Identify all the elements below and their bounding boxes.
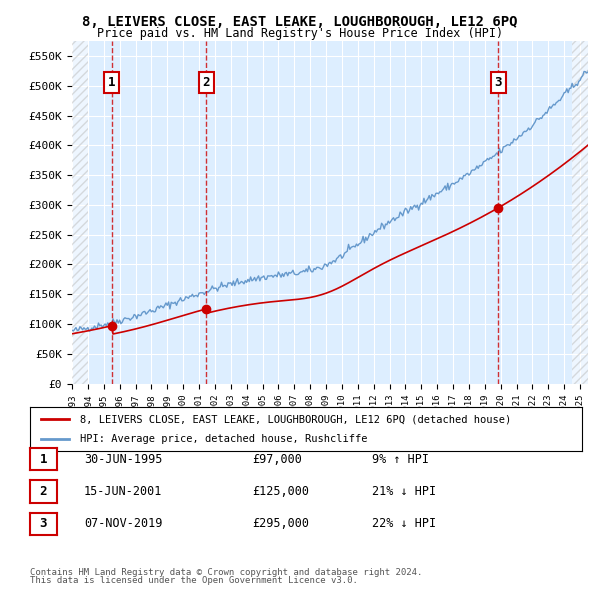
Text: 8, LEIVERS CLOSE, EAST LEAKE, LOUGHBOROUGH, LE12 6PQ (detached house): 8, LEIVERS CLOSE, EAST LEAKE, LOUGHBOROU… [80, 415, 511, 424]
Text: 1: 1 [108, 76, 115, 89]
Text: HPI: Average price, detached house, Rushcliffe: HPI: Average price, detached house, Rush… [80, 434, 367, 444]
Text: 2: 2 [40, 485, 47, 498]
Text: Price paid vs. HM Land Registry's House Price Index (HPI): Price paid vs. HM Land Registry's House … [97, 27, 503, 40]
Text: 3: 3 [40, 517, 47, 530]
Text: Contains HM Land Registry data © Crown copyright and database right 2024.: Contains HM Land Registry data © Crown c… [30, 568, 422, 577]
Bar [572, 41, 588, 384]
Text: 2: 2 [203, 76, 210, 89]
Text: 8, LEIVERS CLOSE, EAST LEAKE, LOUGHBOROUGH, LE12 6PQ: 8, LEIVERS CLOSE, EAST LEAKE, LOUGHBOROU… [82, 15, 518, 29]
Text: 21% ↓ HPI: 21% ↓ HPI [372, 485, 436, 498]
Text: £125,000: £125,000 [252, 485, 309, 498]
Text: 30-JUN-1995: 30-JUN-1995 [84, 453, 163, 466]
Bar [72, 41, 88, 384]
Text: 1: 1 [40, 453, 47, 466]
Text: 3: 3 [494, 76, 502, 89]
Text: 15-JUN-2001: 15-JUN-2001 [84, 485, 163, 498]
Text: This data is licensed under the Open Government Licence v3.0.: This data is licensed under the Open Gov… [30, 576, 358, 585]
Text: 22% ↓ HPI: 22% ↓ HPI [372, 517, 436, 530]
Text: 07-NOV-2019: 07-NOV-2019 [84, 517, 163, 530]
Text: £295,000: £295,000 [252, 517, 309, 530]
Text: 9% ↑ HPI: 9% ↑ HPI [372, 453, 429, 466]
Text: £97,000: £97,000 [252, 453, 302, 466]
